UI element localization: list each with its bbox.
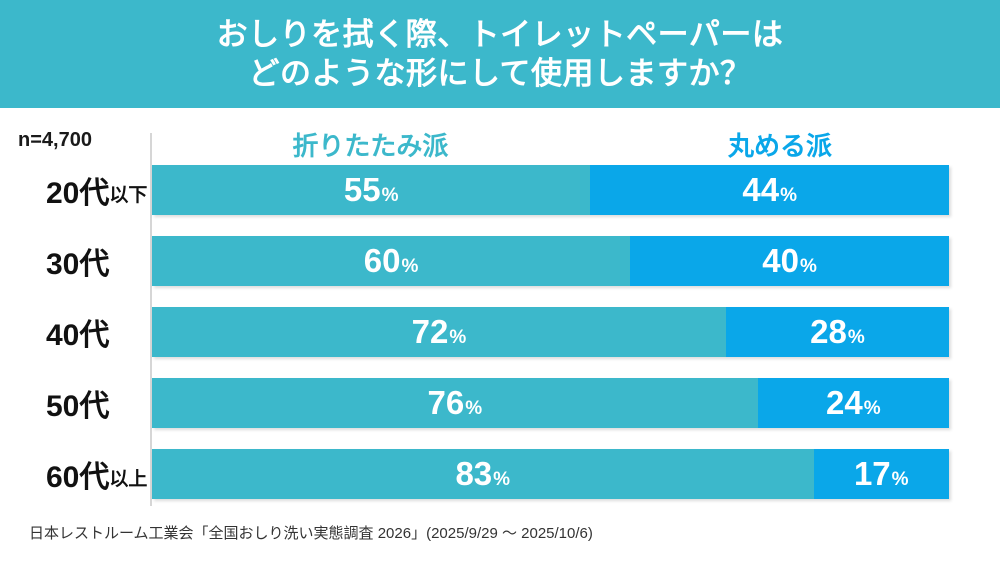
roll-bar-segment: 24% [757,378,949,428]
legend: 折りたたみ派 丸める派 [152,126,949,161]
stacked-bar: 60% 40% [152,236,949,286]
roll-bar-segment: 28% [725,307,949,357]
chart-row: 50代 76% 24% [0,378,1000,428]
stacked-bar: 55% 44% [152,165,949,215]
axis-line [150,133,152,506]
fold-value: 60% [363,242,419,279]
age-group-label: 30代 [46,236,109,286]
chart-row: 20代 以下 55% 44% [0,165,1000,215]
stacked-bar: 83% 17% [152,449,949,499]
title-banner: おしりを拭く際、トイレットペーパーは どのような形にして使用しますか？ [0,0,1000,108]
chart-row: 60代 以上 83% 17% [0,449,1000,499]
age-group-main: 60代 [46,461,110,494]
fold-bar-segment: 55% [152,165,591,215]
roll-bar-segment: 44% [590,165,949,215]
roll-bar-segment: 17% [813,449,949,499]
age-group-label: 60代 以上 [46,449,147,499]
fold-value: 72% [411,313,467,350]
stacked-bar: 76% 24% [152,378,949,428]
age-group-main: 40代 [46,319,110,352]
age-group-suffix: 以上 [109,469,148,490]
legend-fold-label: 折りたたみ派 [292,131,449,161]
fold-bar-segment: 76% [152,378,758,428]
roll-value: 28% [810,313,865,350]
fold-value: 55% [343,171,399,208]
chart-rows: 20代 以下 55% 44% 30代 60% 40% 40代 [0,165,1000,520]
roll-value: 40% [762,242,817,279]
roll-value: 44% [742,171,797,208]
fold-bar-segment: 83% [152,449,814,499]
chart-row: 30代 60% 40% [0,236,1000,286]
age-group-label: 20代 以下 [46,165,147,215]
legend-roll-label: 丸める派 [728,131,833,161]
stacked-bar: 72% 28% [152,307,949,357]
fold-bar-segment: 60% [152,236,631,286]
chart-title-line1: おしりを拭く際、トイレットペーパーは [216,17,784,52]
sample-size-label: n=4,700 [18,129,92,151]
fold-value: 83% [455,455,511,492]
fold-bar-segment: 72% [152,307,726,357]
age-group-main: 20代 [46,177,110,210]
age-group-main: 50代 [46,390,110,423]
fold-value: 76% [427,384,483,421]
age-group-main: 30代 [46,248,110,281]
age-group-suffix: 以下 [109,185,148,206]
roll-value: 24% [826,384,881,421]
age-group-label: 50代 [46,378,109,428]
source-note: 日本レストルーム工業会「全国おしり洗い実態調査 2026」(2025/9/29 … [29,525,593,542]
chart-row: 40代 72% 28% [0,307,1000,357]
age-group-label: 40代 [46,307,109,357]
roll-bar-segment: 40% [630,236,949,286]
roll-value: 17% [853,455,909,492]
chart-title-line2: どのような形にして使用しますか？ [248,56,752,91]
